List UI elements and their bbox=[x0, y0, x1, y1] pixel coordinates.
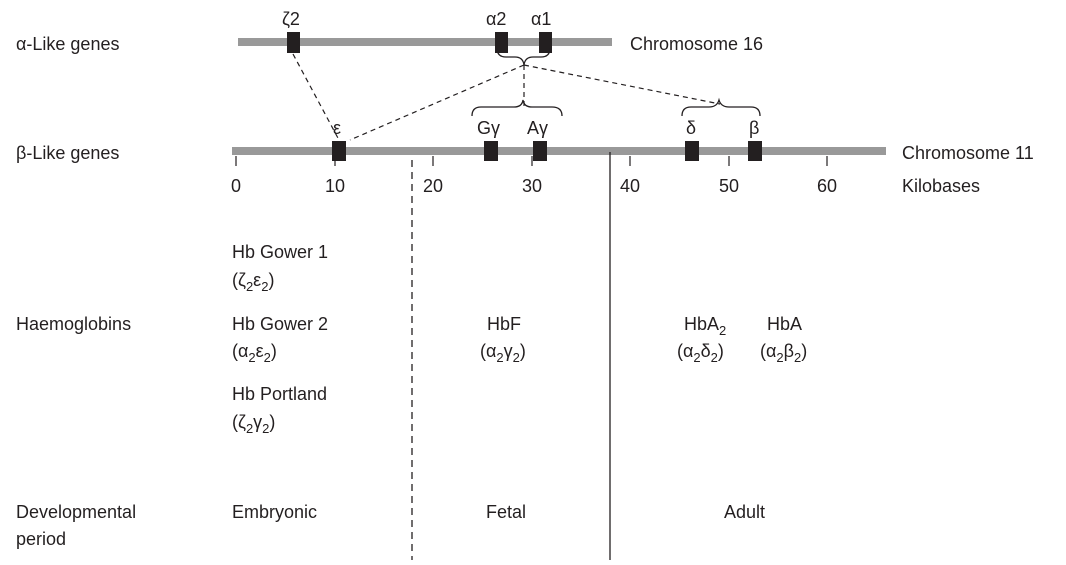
hbf-name: HbF bbox=[487, 314, 521, 334]
zeta2-gene-label: ζ2 bbox=[282, 9, 300, 29]
chromosome-11-bar bbox=[232, 147, 886, 155]
hb-gower2-formula: (α2ε2) bbox=[232, 341, 277, 365]
G-gamma-gene-label: Gγ bbox=[477, 118, 500, 138]
fetal-period: Fetal bbox=[486, 502, 526, 522]
embryonic-period: Embryonic bbox=[232, 502, 317, 522]
kilobases-label: Kilobases bbox=[902, 176, 980, 196]
haemoglobins-label: Haemoglobins bbox=[16, 314, 131, 334]
alpha1-gene-block bbox=[539, 32, 552, 53]
hba2-name: HbA2 bbox=[684, 314, 726, 338]
delta-beta-genes-brace bbox=[681, 97, 761, 117]
delta-gene-block bbox=[685, 141, 699, 161]
developmental-period-label-line2: period bbox=[16, 529, 66, 549]
G-gamma-gene-block bbox=[484, 141, 498, 161]
hba-name: HbA bbox=[767, 314, 802, 334]
epsilon-gene-block bbox=[332, 141, 346, 161]
adult-period: Adult bbox=[724, 502, 765, 522]
chromosome-16-bar bbox=[238, 38, 612, 46]
alpha-like-genes-label: α-Like genes bbox=[16, 34, 119, 54]
hb-portland-formula: (ζ2γ2) bbox=[232, 412, 275, 436]
hb-portland-name: Hb Portland bbox=[232, 384, 327, 404]
tick-label-40: 40 bbox=[620, 176, 640, 196]
tick-label-0: 0 bbox=[231, 176, 241, 196]
hba2-formula: (α2δ2) bbox=[677, 341, 724, 365]
hb-gower2-name: Hb Gower 2 bbox=[232, 314, 328, 334]
epsilon-gene-label: ε bbox=[333, 118, 341, 138]
hba-formula: (α2β2) bbox=[760, 341, 807, 365]
hbf-formula: (α2γ2) bbox=[480, 341, 526, 365]
beta-gene-label: β bbox=[749, 118, 759, 138]
kilobase-ticks bbox=[235, 156, 828, 166]
beta-like-genes-label: β-Like genes bbox=[16, 143, 119, 163]
alpha2-gene-label: α2 bbox=[486, 9, 506, 29]
beta-gene-block bbox=[748, 141, 762, 161]
tick-label-60: 60 bbox=[817, 176, 837, 196]
dashed-connectors bbox=[292, 53, 721, 141]
hb-gower1-formula: (ζ2ε2) bbox=[232, 270, 274, 294]
gamma-genes-brace bbox=[471, 99, 563, 117]
tick-label-50: 50 bbox=[719, 176, 739, 196]
A-gamma-gene-label: Aγ bbox=[527, 118, 548, 138]
tick-label-30: 30 bbox=[522, 176, 542, 196]
tick-label-10: 10 bbox=[325, 176, 345, 196]
hb-gower1-name: Hb Gower 1 bbox=[232, 242, 328, 262]
delta-gene-label: δ bbox=[686, 118, 696, 138]
zeta2-gene-block bbox=[287, 32, 300, 53]
chromosome-16-label: Chromosome 16 bbox=[630, 34, 763, 54]
developmental-period-label-line1: Developmental bbox=[16, 502, 136, 522]
A-gamma-gene-block bbox=[533, 141, 547, 161]
chromosome-11-label: Chromosome 11 bbox=[902, 143, 1034, 163]
tick-label-20: 20 bbox=[423, 176, 443, 196]
alpha1-gene-label: α1 bbox=[531, 9, 551, 29]
alpha2-gene-block bbox=[495, 32, 508, 53]
